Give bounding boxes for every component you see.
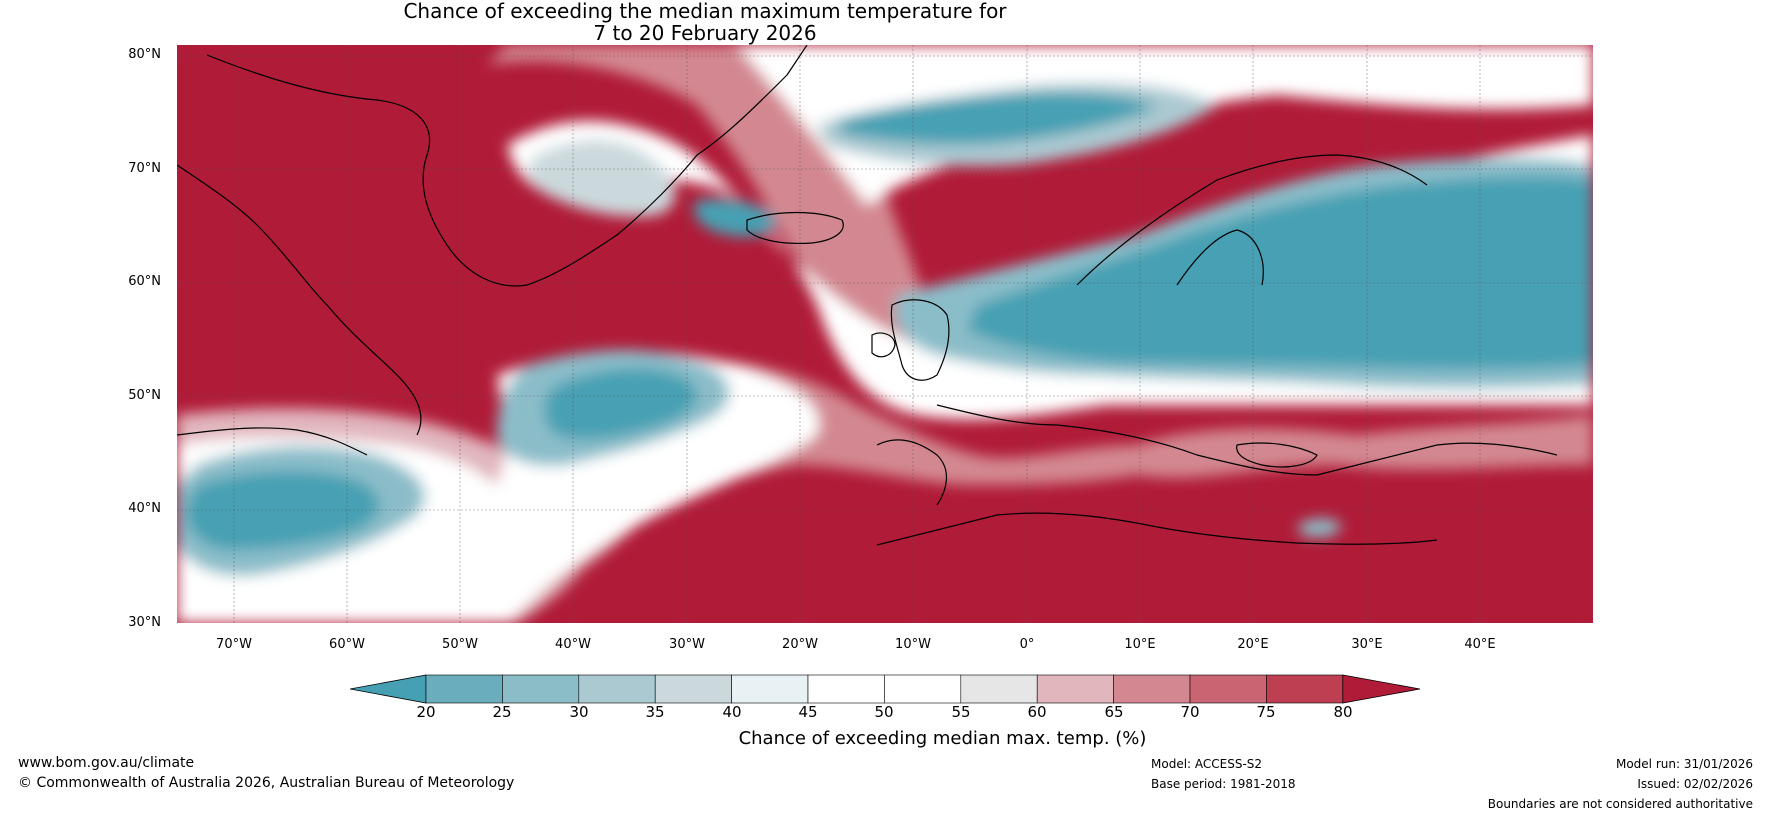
colorbar-tick-25: 25: [492, 703, 512, 721]
lon-label-60w: 60°W: [329, 637, 365, 652]
map-title-line1: Chance of exceeding the median maximum t…: [403, 0, 1007, 23]
colorbar-high-arrow: [1342, 674, 1420, 704]
issued-text: Issued: 02/02/2026: [1637, 777, 1753, 791]
lat-label-80n: 80°N: [128, 47, 161, 62]
colorbar-low-arrow: [350, 674, 427, 704]
lon-label-50w: 50°W: [442, 637, 478, 652]
colorbar-bin: [502, 674, 580, 704]
lon-label-10w: 10°W: [895, 637, 931, 652]
lon-label-20e: 20°E: [1237, 637, 1269, 652]
lat-label-40n: 40°N: [128, 501, 161, 516]
lon-label-70w: 70°W: [216, 637, 252, 652]
colorbar-bin: [1113, 674, 1191, 704]
colorbar-tick-60: 60: [1027, 703, 1047, 721]
colorbar-tick-80: 80: [1333, 703, 1353, 721]
disclaimer-text: Boundaries are not considered authoritat…: [1487, 797, 1753, 811]
colorbar-bin: [731, 674, 809, 704]
colorbar-bin: [425, 674, 503, 704]
colorbar-bin: [1266, 674, 1344, 704]
lon-label-40w: 40°W: [555, 637, 591, 652]
probability-shading: [177, 45, 1593, 623]
lon-label-20w: 20°W: [782, 637, 818, 652]
colorbar-tick-55: 55: [951, 703, 971, 721]
copyright-text: © Commonwealth of Australia 2026, Austra…: [18, 775, 515, 791]
colorbar-label-row: Chance of exceeding median max. temp. (%…: [0, 728, 1770, 749]
model-text: Model: ACCESS-S2: [1151, 757, 1263, 771]
lon-label-30e: 30°E: [1351, 637, 1383, 652]
colorbar-bin: [578, 674, 656, 704]
coastlines: [177, 45, 1558, 546]
base-period-text: Base period: 1981-2018: [1151, 777, 1296, 791]
colorbar-bin: [884, 674, 962, 704]
colorbar-tick-35: 35: [645, 703, 665, 721]
graticule: [177, 45, 1593, 623]
colorbar-tick-20: 20: [416, 703, 436, 721]
colorbar-label: Chance of exceeding median max. temp. (%…: [738, 728, 1147, 749]
colorbar-tick-75: 75: [1256, 703, 1276, 721]
colorbar-tick-65: 65: [1104, 703, 1124, 721]
colorbar-tick-70: 70: [1180, 703, 1200, 721]
colorbar-tick-45: 45: [798, 703, 818, 721]
lon-label-30w: 30°W: [669, 637, 705, 652]
colorbar-tick-50: 50: [874, 703, 894, 721]
colorbar: [350, 674, 1420, 704]
map-title-line2: 7 to 20 February 2026: [593, 21, 817, 45]
colorbar-bin: [960, 674, 1038, 704]
lat-label-50n: 50°N: [128, 388, 161, 403]
lon-label-40e: 40°E: [1464, 637, 1496, 652]
colorbar-bin: [807, 674, 885, 704]
probability-map: [177, 45, 1593, 623]
colorbar-tick-40: 40: [722, 703, 742, 721]
lon-label-0: 0°: [1019, 637, 1035, 652]
lat-label-70n: 70°N: [128, 161, 161, 176]
lon-label-10e: 10°E: [1124, 637, 1156, 652]
lat-label-30n: 30°N: [128, 615, 161, 630]
model-run-text: Model run: 31/01/2026: [1615, 757, 1753, 771]
website-link[interactable]: www.bom.gov.au/climate: [18, 755, 195, 771]
colorbar-bin: [1036, 674, 1114, 704]
colorbar-bin: [654, 674, 732, 704]
colorbar-tick-30: 30: [569, 703, 589, 721]
colorbar-bin: [1189, 674, 1267, 704]
lat-label-60n: 60°N: [128, 274, 161, 289]
